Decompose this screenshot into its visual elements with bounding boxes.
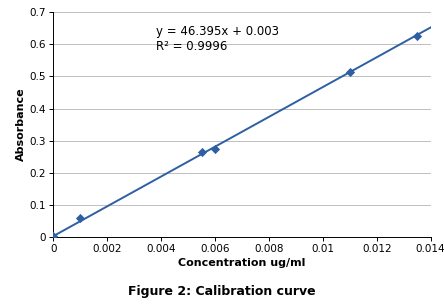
Point bbox=[414, 34, 421, 39]
Point bbox=[211, 146, 218, 151]
Text: Figure 2: Calibration curve: Figure 2: Calibration curve bbox=[128, 285, 316, 298]
Point bbox=[77, 216, 84, 220]
Y-axis label: Absorbance: Absorbance bbox=[16, 88, 26, 161]
Point bbox=[198, 150, 205, 154]
X-axis label: Concentration ug/ml: Concentration ug/ml bbox=[178, 258, 305, 268]
Text: y = 46.395x + 0.003
R² = 0.9996: y = 46.395x + 0.003 R² = 0.9996 bbox=[156, 26, 279, 54]
Point bbox=[50, 234, 57, 239]
Point bbox=[346, 70, 353, 75]
